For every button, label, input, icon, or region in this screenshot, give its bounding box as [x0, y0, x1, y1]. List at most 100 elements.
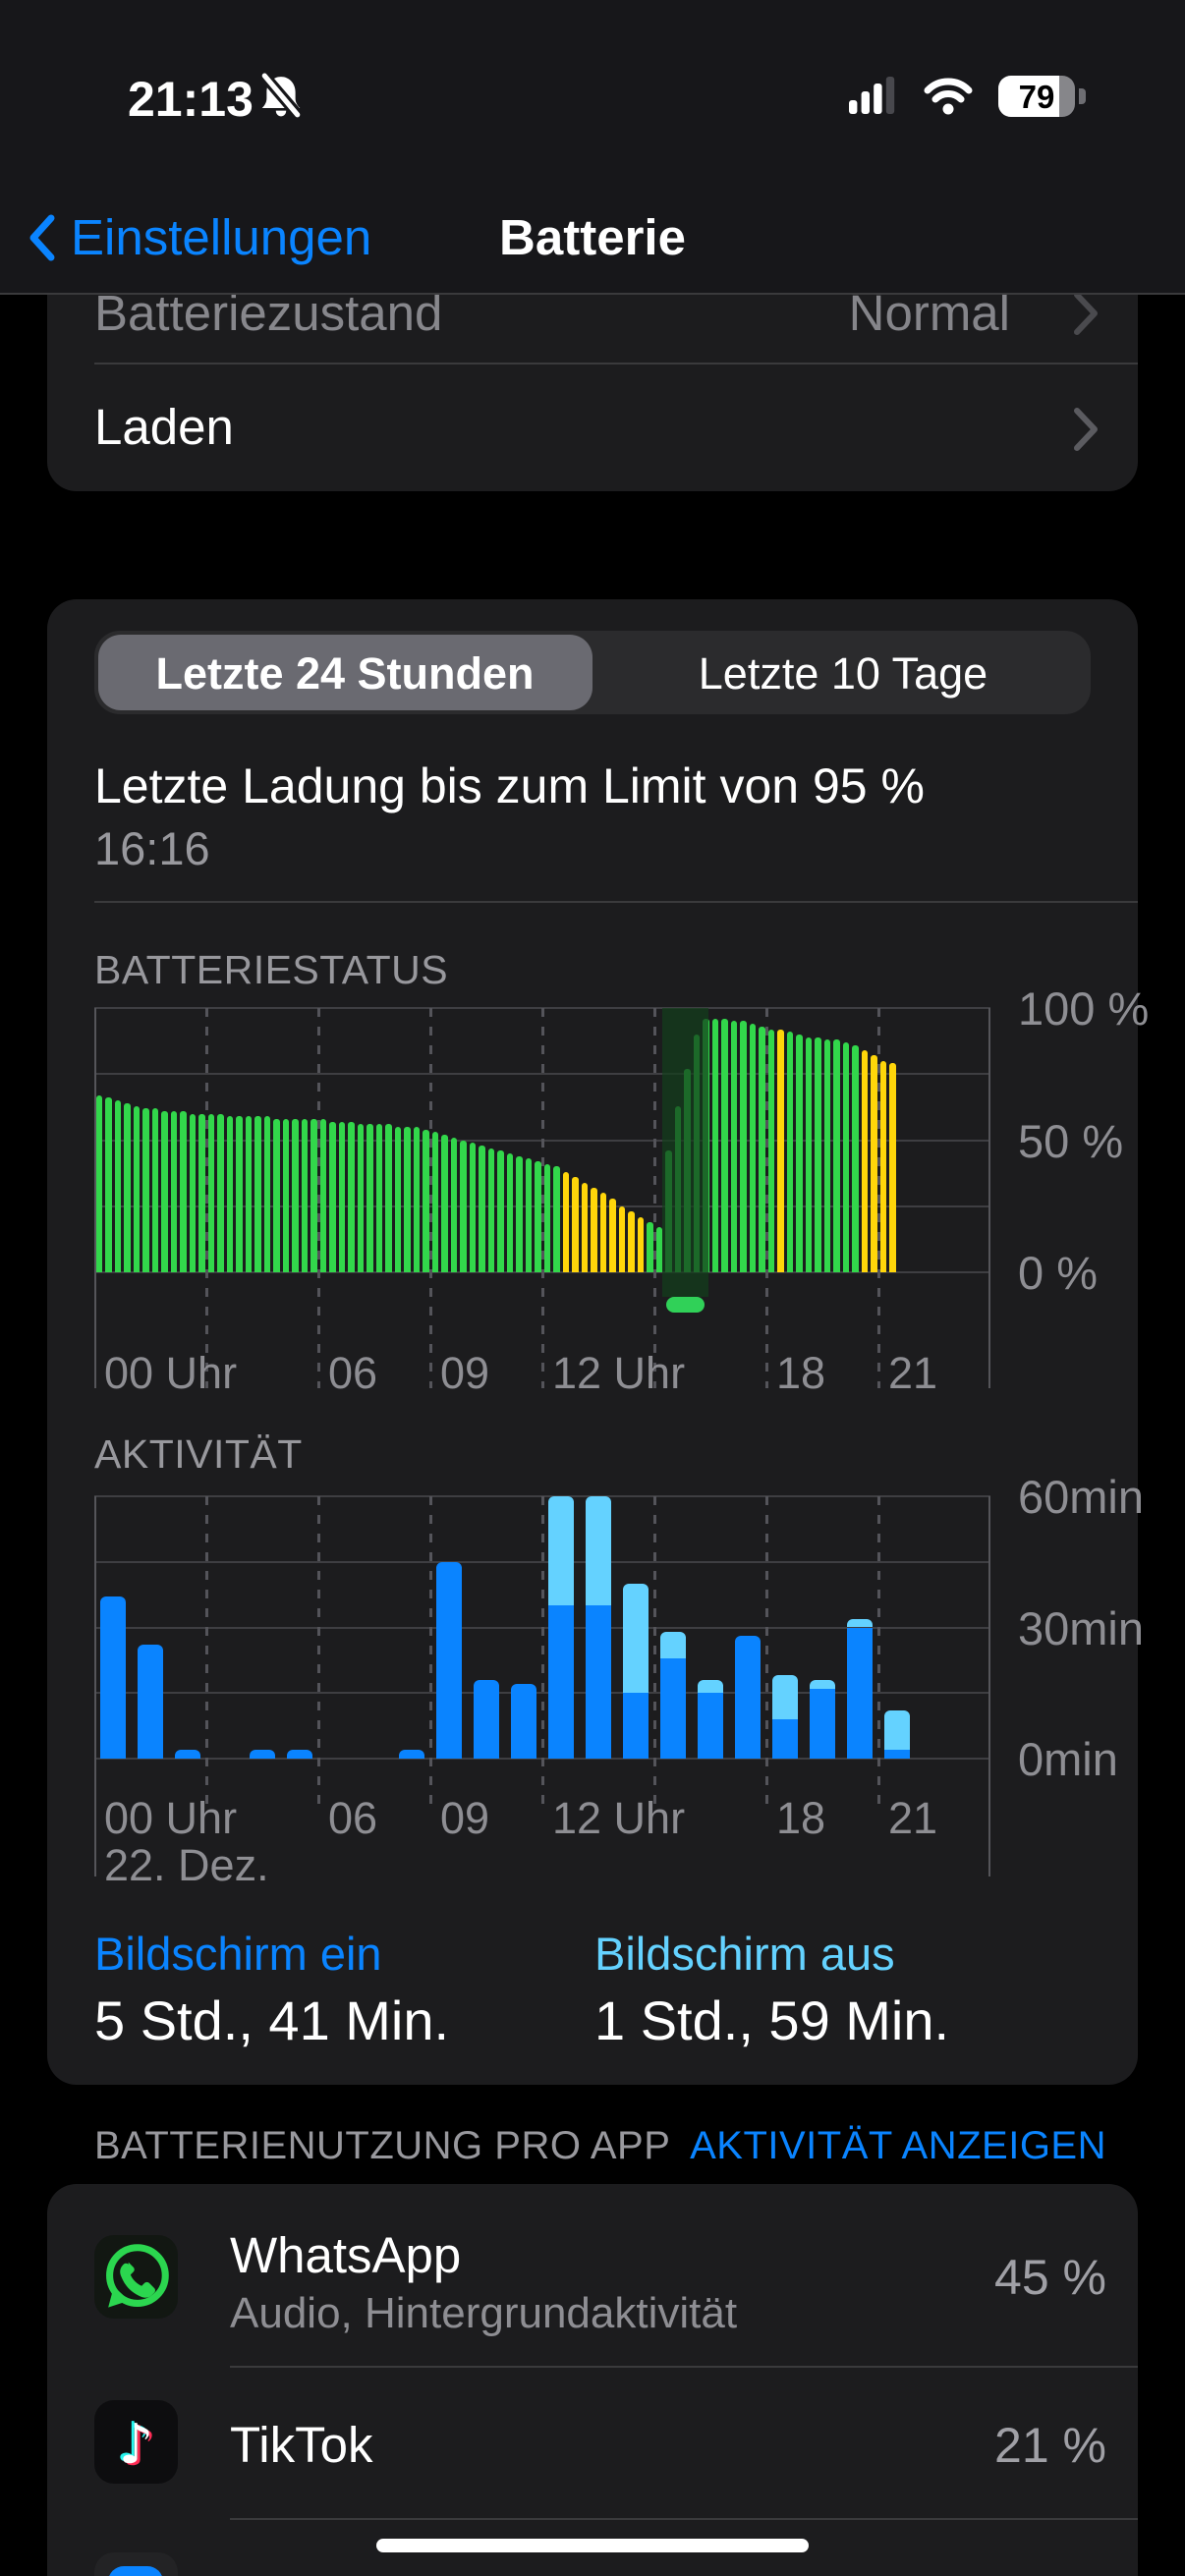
activity-bar-screen-on [138, 1645, 163, 1759]
battery-nub [1079, 88, 1086, 104]
battery-level-bar [263, 1116, 271, 1272]
battery-level-bar [749, 1024, 757, 1272]
battery-level-bar [142, 1108, 149, 1272]
activity-bar-screen-on [436, 1561, 462, 1759]
battery-level-bar [572, 1177, 579, 1272]
charging-row[interactable]: Laden [94, 399, 234, 456]
battery-level-bar [413, 1127, 421, 1272]
battery-level-bar [815, 1036, 821, 1272]
gridline-vertical [653, 1008, 656, 1388]
chart-border-left [94, 1496, 96, 1876]
battery-level-bar [217, 1113, 224, 1272]
battery-level-bar [889, 1063, 896, 1272]
x-axis-label: 18 [776, 1793, 826, 1843]
cellular-signal-icon [849, 77, 895, 119]
chat-bubble-icon [108, 2566, 163, 2576]
battery-level-bar [637, 1216, 645, 1272]
row-divider [94, 363, 1138, 364]
activity-bar-screen-on [772, 1718, 798, 1759]
y-axis-label: 100 % [1018, 982, 1150, 1035]
battery-level-bar [394, 1127, 402, 1272]
battery-level-bar [161, 1110, 168, 1272]
battery-level-bar [796, 1034, 803, 1272]
battery-level-bar [553, 1166, 560, 1272]
activity-bar-screen-on [548, 1605, 574, 1759]
apps-section-title: BATTERIENUTZUNG PRO APP [94, 2124, 671, 2167]
activity-bar-screen-on [586, 1605, 611, 1759]
battery-level-bar [338, 1121, 346, 1272]
activity-bar-screen-off [586, 1496, 611, 1606]
battery-level-bar [823, 1039, 831, 1272]
battery-level-bar [423, 1129, 429, 1272]
battery-level-bar [310, 1118, 317, 1272]
activity-bar-screen-off [884, 1710, 910, 1751]
battery-level-bar [871, 1055, 877, 1272]
chart-border-right [988, 1008, 990, 1388]
activity-bar-screen-on [623, 1693, 649, 1759]
battery-level-bar [506, 1152, 514, 1272]
x-axis-label: 21 [888, 1348, 938, 1398]
screen-off-value: 1 Std., 59 Min. [594, 1989, 950, 2051]
x-axis-label: 12 Uhr [552, 1348, 686, 1398]
row-divider [230, 2518, 1138, 2520]
screen-on-label: Bildschirm ein [94, 1928, 382, 1980]
gridline-vertical [205, 1008, 208, 1388]
y-axis-label: 0 % [1018, 1247, 1098, 1299]
apps-usage-card: WhatsApp Audio, Hintergrundaktivität 45 … [47, 2184, 1138, 2576]
battery-level-bar [618, 1205, 626, 1272]
battery-level-bar [226, 1116, 234, 1272]
activity-chart: 00 Uhr 06 09 12 Uhr 18 21 60min 30min 0min 22. De… [94, 1472, 1144, 1890]
gridline-vertical [541, 1496, 544, 1811]
battery-level-bar [124, 1102, 131, 1272]
app-name: TikTok [230, 2417, 373, 2473]
status-time: 21:13 [128, 72, 254, 127]
gridline-vertical [317, 1496, 320, 1811]
charging-plug-indicator [665, 1297, 705, 1313]
battery-level-bar [767, 1029, 775, 1272]
battery-level-bar [721, 1018, 728, 1272]
battery-level-bar [786, 1032, 794, 1272]
battery-level-bar [329, 1121, 336, 1272]
battery-level-bar [497, 1150, 504, 1272]
battery-level-bar [245, 1116, 253, 1272]
battery-level-chart: 00 Uhr 06 09 12 Uhr 18 21 100 % 50 % 0 % [94, 983, 1149, 1398]
home-indicator[interactable] [376, 2539, 809, 2552]
segment-last-24-hours[interactable]: Letzte 24 Stunden [155, 648, 535, 699]
x-axis-label: 06 [328, 1348, 378, 1398]
segment-last-10-days[interactable]: Letzte 10 Tage [698, 648, 988, 699]
gridline-vertical [205, 1496, 208, 1811]
battery-level-bar [730, 1021, 738, 1272]
activity-bar-screen-on [100, 1596, 126, 1759]
activity-bar-screen-off [847, 1618, 873, 1628]
battery-level-bar [543, 1163, 551, 1272]
back-button[interactable]: Einstellungen [28, 210, 371, 265]
chart-border-right [988, 1496, 990, 1876]
battery-level-bar [647, 1221, 653, 1272]
y-axis-label: 50 % [1018, 1114, 1124, 1167]
battery-level-bar [180, 1110, 187, 1272]
battery-level-bar [460, 1140, 467, 1272]
activity-bar-screen-on [175, 1750, 200, 1759]
gridline-vertical [765, 1496, 768, 1811]
battery-level-bar [114, 1100, 122, 1272]
y-axis-label: 60min [1018, 1471, 1145, 1523]
battery-level-bar [273, 1118, 280, 1272]
battery-level-bar [655, 1227, 663, 1272]
x-axis-label: 06 [328, 1793, 378, 1843]
battery-level-bar [319, 1118, 327, 1272]
battery-level-bar [469, 1143, 477, 1272]
last-charge-title: Letzte Ladung bis zum Limit von 95 % [94, 758, 925, 813]
battery-level-bar [282, 1118, 290, 1272]
activity-bar-screen-on [250, 1750, 275, 1759]
show-activity-button[interactable]: AKTIVITÄT ANZEIGEN [690, 2124, 1106, 2167]
battery-level-bar [301, 1118, 309, 1272]
battery-level-bar [516, 1155, 523, 1272]
screen-off-label: Bildschirm aus [594, 1928, 895, 1980]
x-axis-label: 09 [440, 1793, 490, 1843]
battery-level-bar [151, 1108, 159, 1272]
gridline-vertical [429, 1496, 432, 1811]
activity-bar-screen-off [660, 1631, 686, 1658]
battery-level-bar [450, 1137, 458, 1272]
app-percent: 21 % [994, 2418, 1106, 2473]
last-charge-time: 16:16 [94, 822, 210, 874]
